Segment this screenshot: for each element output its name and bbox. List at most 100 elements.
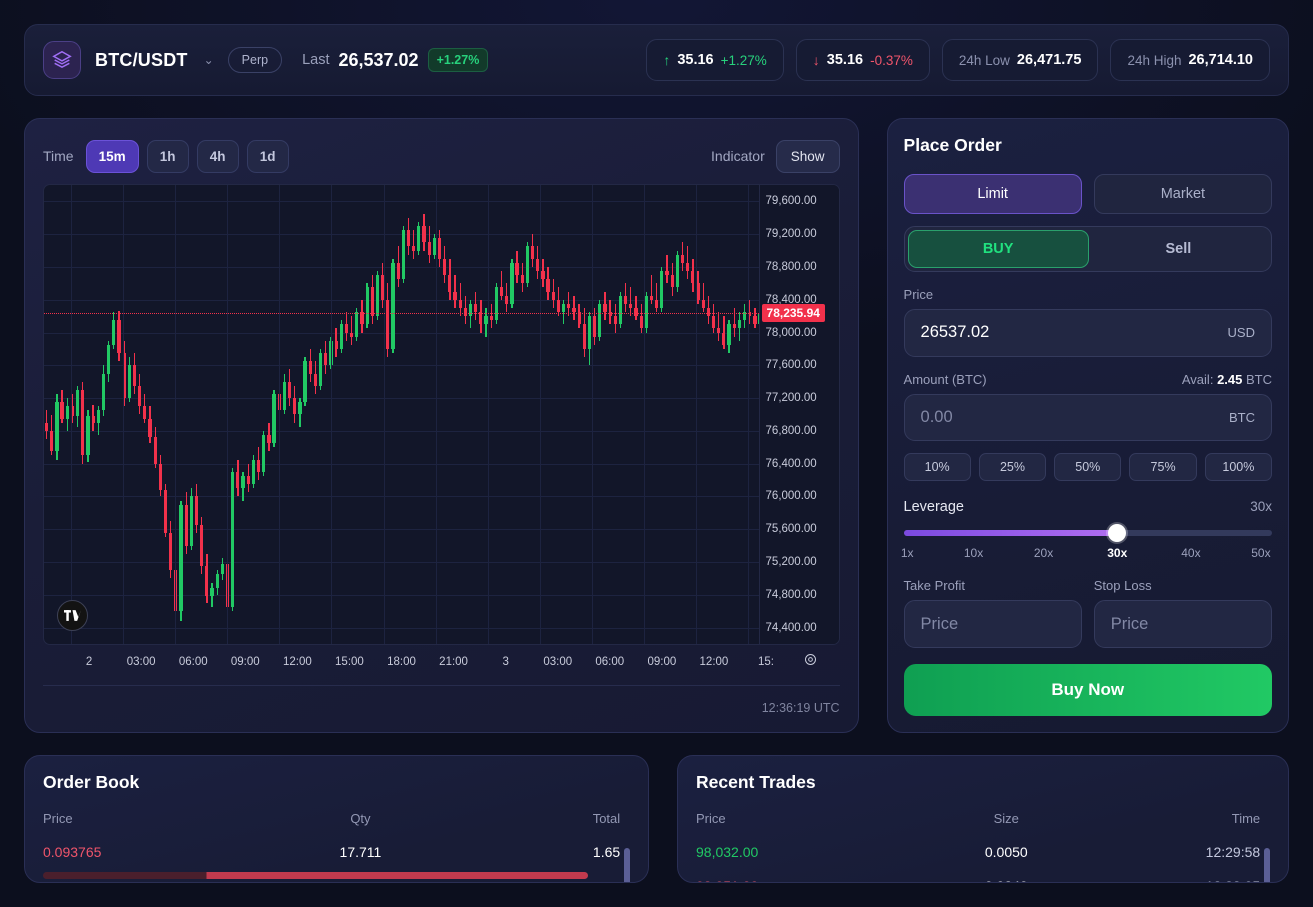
candle-body	[717, 328, 721, 333]
stat-24h-high-label: 24h High	[1127, 52, 1182, 68]
candle-body	[143, 406, 147, 419]
candle-body	[293, 398, 297, 415]
order-book-header: Price Qty Total	[43, 811, 630, 826]
recent-trades-col-price: Price	[696, 811, 726, 826]
candle-body	[598, 303, 602, 337]
candle-body	[474, 303, 478, 313]
candlestick-plot[interactable]	[44, 185, 759, 644]
order-book-row[interactable]: 0.093765 17.711 1.65	[43, 844, 630, 882]
order-type-market[interactable]: Market	[1093, 174, 1272, 214]
stat-24h-low: 24h Low 26,471.75	[941, 39, 1099, 81]
leverage-ticks: 1x 10x 20x 30x 40x 50x	[900, 546, 1272, 564]
leverage-header: Leverage 30x	[904, 499, 1272, 515]
leverage-slider[interactable]	[903, 524, 1272, 543]
candle-body	[468, 303, 473, 317]
time-axis-tick: 06:00	[178, 656, 208, 668]
price-axis-tick: 77,200.00	[765, 392, 817, 405]
contract-type-badge: Perp	[227, 47, 283, 73]
chart-toolbar: Time 15m 1h 4h 1d Indicator Show	[43, 137, 840, 175]
indicator-show-button[interactable]: Show	[775, 139, 840, 173]
price-axis-tick: 78,000.00	[765, 326, 817, 339]
timeframe-1h[interactable]: 1h	[146, 139, 189, 173]
candle-body	[251, 459, 255, 485]
recent-trade-size: 0.0340	[910, 878, 1102, 882]
candle-body	[701, 299, 705, 308]
chart-gridline	[643, 185, 645, 644]
candle-body	[81, 389, 85, 456]
leverage-tick-40x[interactable]: 40x	[1181, 546, 1201, 561]
chart-gridline	[383, 185, 385, 644]
leverage-knob[interactable]	[1108, 524, 1127, 543]
percent-10[interactable]: 10%	[903, 453, 971, 482]
candle-body	[525, 246, 529, 284]
leverage-tick-30x[interactable]: 30x	[1107, 546, 1128, 561]
candle-body	[329, 340, 333, 366]
candle-body	[567, 303, 571, 308]
percent-25[interactable]: 25%	[978, 453, 1047, 482]
percent-50[interactable]: 50%	[1054, 453, 1122, 482]
candle-body	[220, 563, 224, 575]
leverage-tick-50x[interactable]: 50x	[1251, 546, 1271, 561]
recent-trades-title: Recent Trades	[696, 772, 816, 792]
available-value: 2.45	[1217, 371, 1243, 387]
price-axis-tick: 74,800.00	[765, 588, 817, 601]
time-axis-tick: 18:00	[387, 656, 416, 668]
chart-canvas[interactable]: 78,235.94 79,600.00 79,200.00 78,800.00 78,…	[43, 184, 840, 645]
time-axis-tick: 12:00	[282, 656, 312, 668]
recent-trade-row[interactable]: 98,032.00 0.0050 12:29:58	[696, 844, 1270, 882]
order-book-col-qty: Qty	[350, 811, 371, 826]
order-side-sell[interactable]: Sell	[1165, 240, 1192, 257]
leverage-tick-20x[interactable]: 20x	[1033, 546, 1054, 561]
chart-settings-icon[interactable]	[803, 652, 818, 672]
chart-gridline	[539, 185, 541, 644]
time-axis-tick: 03:00	[543, 656, 573, 668]
stop-loss-group: Stop Loss Price	[1093, 578, 1272, 649]
chart-gridline	[71, 185, 73, 644]
leverage-tick-10x[interactable]: 10x	[963, 546, 984, 561]
recent-trade-row[interactable]: 98,051.00 0.0340 12:33:05	[696, 878, 1270, 882]
candle-body	[350, 332, 354, 337]
candle-wick	[490, 303, 492, 329]
candle-body	[675, 254, 679, 288]
submit-order-button[interactable]: Buy Now	[903, 664, 1272, 716]
price-axis-tick: 79,200.00	[765, 228, 817, 241]
recent-trades-scrollbar[interactable]	[1263, 848, 1270, 882]
timeframe-15m[interactable]: 15m	[85, 139, 139, 173]
candle-body	[381, 275, 385, 300]
chevron-down-icon[interactable]: ⌄	[203, 53, 214, 67]
order-book-scrollbar[interactable]	[623, 848, 630, 882]
percent-75[interactable]: 75%	[1129, 453, 1197, 482]
candle-body	[556, 299, 561, 313]
amount-input[interactable]: 0.00 BTC	[903, 393, 1272, 442]
candle-body	[60, 402, 64, 419]
recent-trade-price: 98,051.00	[696, 878, 910, 882]
candle-body	[510, 262, 514, 304]
app-logo	[43, 41, 81, 79]
candle-body	[624, 295, 628, 304]
timeframe-4h[interactable]: 4h	[196, 139, 239, 173]
stop-loss-input[interactable]: Price	[1093, 600, 1272, 649]
candle-body	[277, 394, 281, 411]
price-input[interactable]: 26537.02 USD	[903, 308, 1272, 357]
percent-100[interactable]: 100%	[1204, 453, 1273, 482]
timeframe-1d[interactable]: 1d	[246, 139, 289, 173]
candle-body	[732, 324, 736, 329]
place-order-title: Place Order	[903, 135, 1002, 155]
candle-body	[422, 225, 426, 243]
candle-wick	[413, 230, 415, 259]
candle-body	[272, 394, 276, 444]
candle-body	[670, 275, 674, 288]
pair-selector-label[interactable]: BTC/USDT	[95, 49, 188, 70]
candle-wick	[630, 287, 632, 317]
order-side-buy[interactable]: BUY	[907, 230, 1089, 268]
amount-input-unit: BTC	[1229, 410, 1255, 425]
leverage-tick-1x[interactable]: 1x	[900, 546, 914, 561]
stat-up-value: 35.16	[677, 52, 714, 68]
candle-body	[639, 316, 643, 329]
order-type-limit[interactable]: Limit	[903, 174, 1082, 214]
candle-body	[194, 496, 199, 526]
candle-body	[655, 299, 659, 308]
arrow-up-icon: ↑	[663, 52, 671, 68]
take-profit-input[interactable]: Price	[903, 600, 1082, 649]
candle-body	[603, 303, 607, 313]
